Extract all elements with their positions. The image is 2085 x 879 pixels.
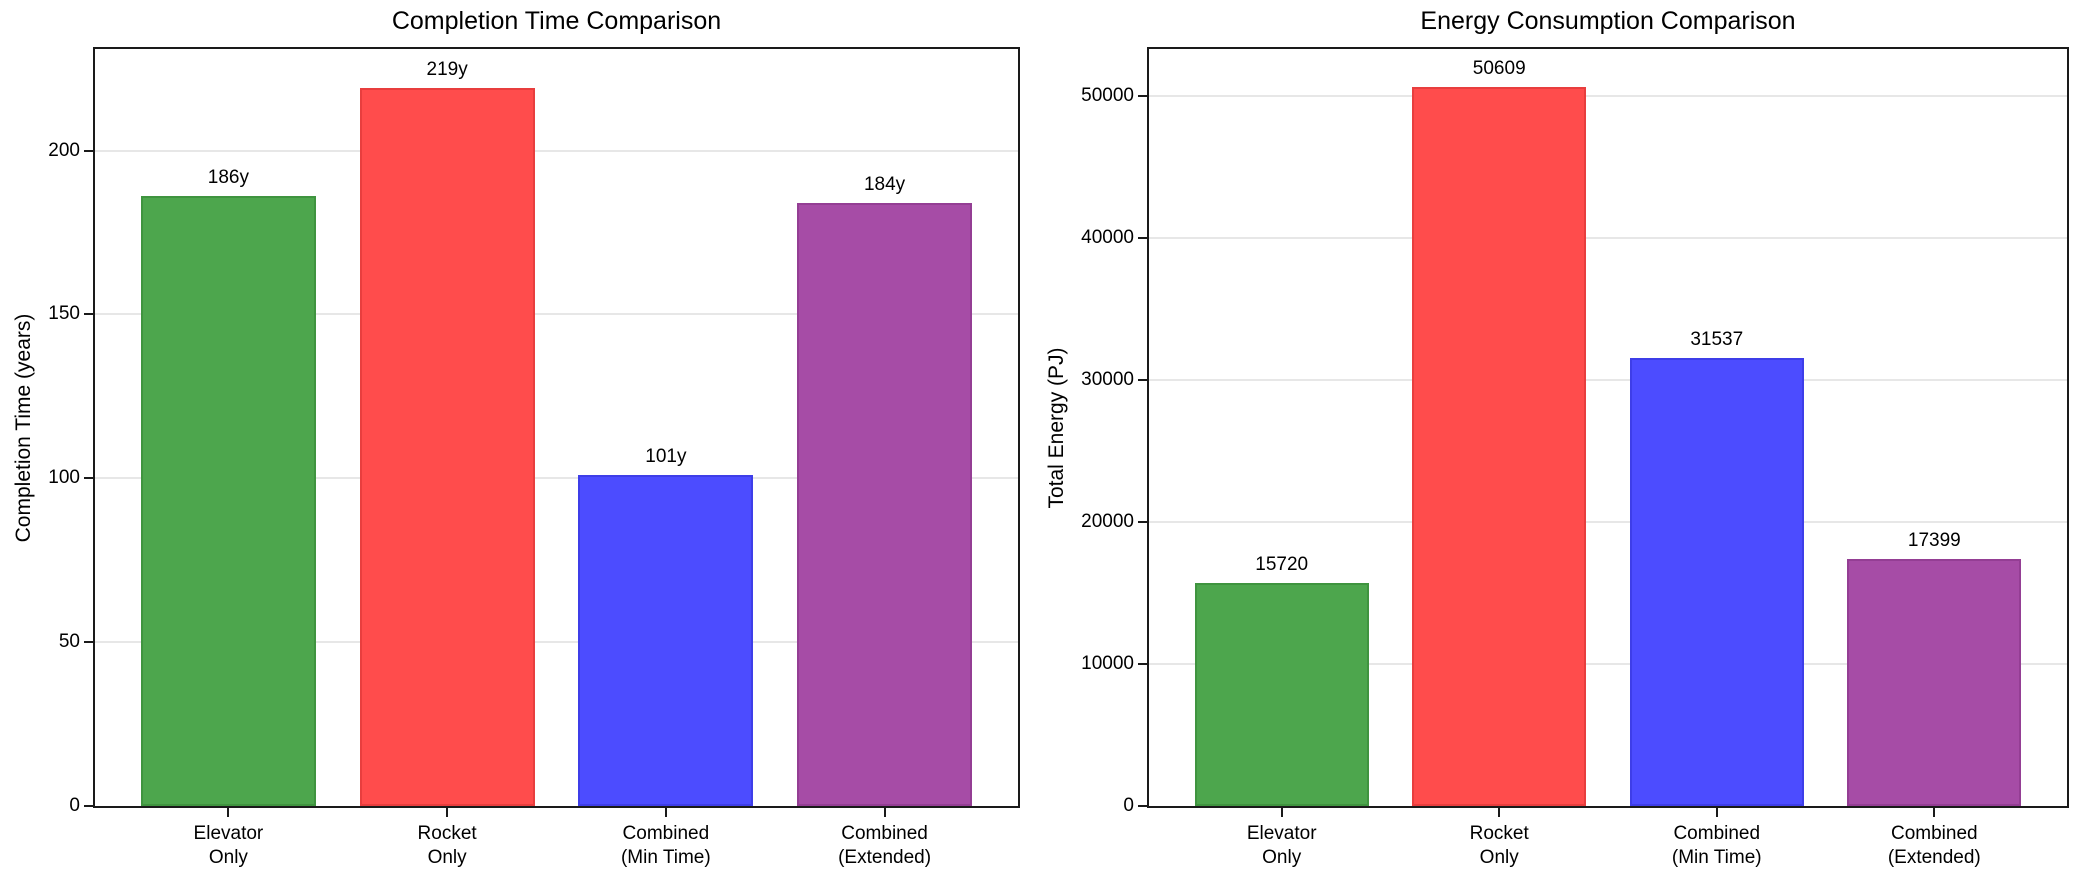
y-tick-mark xyxy=(84,313,93,316)
gridline xyxy=(1149,378,2067,381)
x-tick-label: Elevator Only xyxy=(1246,823,1317,868)
y-tick-label: 10000 xyxy=(1081,652,1134,674)
gridline xyxy=(1149,236,2067,239)
y-tick-label: 40000 xyxy=(1081,226,1134,248)
y-tick-mark xyxy=(1138,236,1147,239)
x-tick-label: Rocket Only xyxy=(417,823,477,868)
gridline xyxy=(95,313,1018,316)
x-tick-mark xyxy=(1933,808,1936,817)
bar-value-label: 17399 xyxy=(1907,529,1961,551)
bar-value-label: 31537 xyxy=(1690,329,1744,350)
x-tick-label: Combined (Extended) xyxy=(838,823,932,868)
bar xyxy=(1412,87,1587,806)
x-tick-label: Combined (Min Time) xyxy=(620,823,711,868)
y-tick-label: 100 xyxy=(48,467,80,489)
y-tick-label: 150 xyxy=(48,303,80,325)
y-axis-label: Completion Time (years) xyxy=(12,313,35,542)
bar xyxy=(578,475,754,806)
x-tick-mark xyxy=(664,808,667,817)
bar-value-label: 184y xyxy=(863,174,906,196)
bar xyxy=(359,88,535,806)
bar xyxy=(1847,558,2022,806)
bar-value-label: 101y xyxy=(645,446,687,468)
x-tick-mark xyxy=(883,808,886,817)
completion-time-chart: Completion Time Comparison Completion Ti… xyxy=(12,7,1020,868)
x-tick-label: Combined (Extended) xyxy=(1887,823,1981,868)
y-tick-label: 30000 xyxy=(1081,368,1134,390)
y-tick-label: 200 xyxy=(48,139,80,161)
gridline xyxy=(1149,520,2067,523)
x-tick-mark xyxy=(1498,808,1501,817)
bar xyxy=(140,196,316,806)
chart-title: Energy Consumption Comparison xyxy=(1420,7,1796,35)
gridline xyxy=(95,477,1018,480)
y-tick-mark xyxy=(1138,94,1147,97)
bar xyxy=(1629,358,1804,806)
gridline xyxy=(95,641,1018,644)
y-tick-mark xyxy=(84,805,93,807)
y-tick-label: 0 xyxy=(69,795,80,816)
y-tick-mark xyxy=(1138,378,1147,381)
gridline xyxy=(1149,94,2067,97)
bar xyxy=(1194,582,1369,806)
bar xyxy=(797,203,973,806)
bar-value-label: 186y xyxy=(207,167,249,189)
y-tick-mark xyxy=(1138,805,1147,807)
y-tick-label: 0 xyxy=(1123,795,1134,816)
y-axis-label: Total Energy (PJ) xyxy=(1045,346,1068,509)
bar-value-label: 15720 xyxy=(1255,553,1309,575)
x-tick-label: Rocket Only xyxy=(1469,823,1529,868)
y-tick-label: 50 xyxy=(58,631,80,653)
y-tick-mark xyxy=(1138,520,1147,523)
y-tick-mark xyxy=(84,149,93,152)
x-tick-mark xyxy=(1715,808,1718,817)
bar-value-label: 50609 xyxy=(1472,58,1526,80)
y-tick-mark xyxy=(84,477,93,480)
y-tick-label: 50000 xyxy=(1081,84,1134,106)
gridline xyxy=(1149,662,2067,665)
energy-consumption-chart: Energy Consumption Comparison Total Ener… xyxy=(1045,7,2069,868)
x-tick-mark xyxy=(227,808,230,817)
bar-value-label: 219y xyxy=(426,59,468,81)
y-tick-label: 20000 xyxy=(1081,510,1134,532)
x-tick-label: Combined (Min Time) xyxy=(1671,823,1762,868)
chart-title: Completion Time Comparison xyxy=(391,7,722,35)
gridline xyxy=(95,149,1018,152)
x-tick-label: Elevator Only xyxy=(193,823,264,868)
y-tick-mark xyxy=(84,641,93,644)
x-tick-mark xyxy=(1280,808,1283,817)
y-tick-mark xyxy=(1138,662,1147,665)
x-tick-mark xyxy=(446,808,449,817)
